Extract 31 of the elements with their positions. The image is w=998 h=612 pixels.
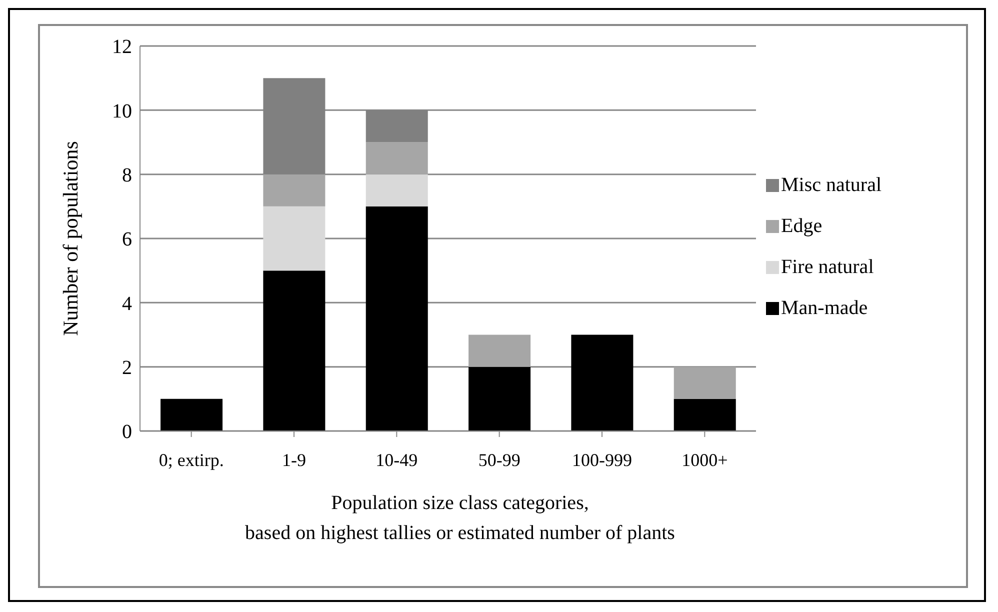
x-tick-label: 100-999 — [572, 450, 632, 470]
bar — [674, 366, 736, 399]
bar — [468, 366, 531, 431]
x-tick-label: 50-99 — [478, 450, 520, 470]
bar — [366, 142, 428, 174]
bar — [366, 174, 428, 206]
bar — [366, 206, 428, 431]
y-tick-label: 2 — [122, 356, 132, 379]
y-tick-label: 0 — [122, 421, 132, 444]
x-tick-label: 0; extirp. — [158, 450, 224, 470]
y-tick-label: 8 — [122, 164, 132, 186]
legend-label: Misc natural — [781, 174, 882, 197]
legend-label: Fire natural — [781, 256, 874, 279]
legend-label: Edge — [781, 215, 822, 238]
bar — [160, 398, 223, 431]
legend-label: Man-made — [781, 297, 868, 320]
bar — [263, 206, 326, 271]
y-tick-label: 10 — [112, 100, 132, 122]
bar — [571, 334, 634, 431]
x-tick-label: 1000+ — [682, 450, 728, 470]
x-tick-label: 1-9 — [282, 450, 306, 470]
y-tick-label: 12 — [112, 36, 132, 58]
bar — [263, 270, 326, 431]
bar — [674, 398, 736, 431]
x-tick-label: 10-49 — [376, 450, 418, 470]
y-tick-label: 6 — [122, 228, 132, 251]
bar — [468, 334, 531, 367]
y-axis-title: Number of populations — [58, 141, 82, 336]
x-axis-title: Population size class categories, based on highest tallies or estimated number of plants — [244, 491, 676, 546]
y-tick-label: 4 — [122, 292, 132, 315]
bar — [263, 174, 326, 206]
